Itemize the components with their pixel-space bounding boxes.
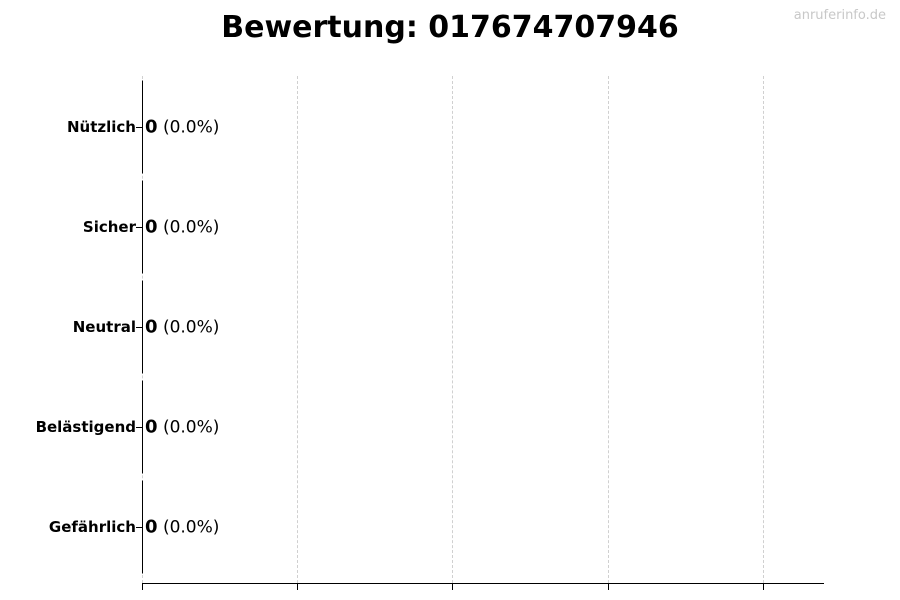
x-axis-tick-4 xyxy=(763,583,764,590)
bar-count-gefaehrlich: 0 xyxy=(145,516,158,538)
bar-value-gefaehrlich: 0 (0.0%) xyxy=(145,517,219,538)
bar-neutral xyxy=(142,280,143,374)
bar-percent-gefaehrlich: (0.0%) xyxy=(162,517,220,538)
y-axis-tick-1 xyxy=(136,227,142,228)
chart-title: Bewertung: 017674707946 xyxy=(221,10,679,45)
y-axis-label-neutral: Neutral xyxy=(72,318,136,336)
bar-value-neutral: 0 (0.0%) xyxy=(145,317,219,338)
y-axis-label-belaestigend: Belästigend xyxy=(35,418,136,436)
y-axis-tick-4 xyxy=(136,527,142,528)
y-axis-label-gefaehrlich: Gefährlich xyxy=(48,518,136,536)
y-axis-label-nuetzlich: Nützlich xyxy=(67,118,136,136)
bar-percent-sicher: (0.0%) xyxy=(162,217,220,238)
x-axis-tick-3 xyxy=(608,583,609,590)
bar-value-belaestigend: 0 (0.0%) xyxy=(145,417,219,438)
bar-percent-belaestigend: (0.0%) xyxy=(162,417,220,438)
bar-nuetzlich xyxy=(142,80,143,174)
bar-value-sicher: 0 (0.0%) xyxy=(145,217,219,238)
x-axis-tick-1 xyxy=(297,583,298,590)
bar-gefaehrlich xyxy=(142,480,143,574)
y-axis-tick-3 xyxy=(136,427,142,428)
bar-count-nuetzlich: 0 xyxy=(145,116,158,138)
bar-value-nuetzlich: 0 (0.0%) xyxy=(145,117,219,138)
gridline-2 xyxy=(452,76,453,583)
plot-area xyxy=(142,76,824,583)
x-axis-line xyxy=(142,583,824,584)
bar-belaestigend xyxy=(142,380,143,474)
gridline-4 xyxy=(763,76,764,583)
gridline-1 xyxy=(297,76,298,583)
y-axis-tick-0 xyxy=(136,127,142,128)
bar-percent-neutral: (0.0%) xyxy=(162,317,220,338)
y-axis-label-sicher: Sicher xyxy=(82,218,136,236)
y-axis-tick-2 xyxy=(136,327,142,328)
bar-count-sicher: 0 xyxy=(145,216,158,238)
bar-percent-nuetzlich: (0.0%) xyxy=(162,117,220,138)
x-axis-tick-2 xyxy=(452,583,453,590)
x-axis-tick-0 xyxy=(142,583,143,590)
bar-sicher xyxy=(142,180,143,274)
bar-count-neutral: 0 xyxy=(145,316,158,338)
watermark-label: anruferinfo.de xyxy=(793,8,886,23)
gridline-3 xyxy=(608,76,609,583)
bar-count-belaestigend: 0 xyxy=(145,416,158,438)
